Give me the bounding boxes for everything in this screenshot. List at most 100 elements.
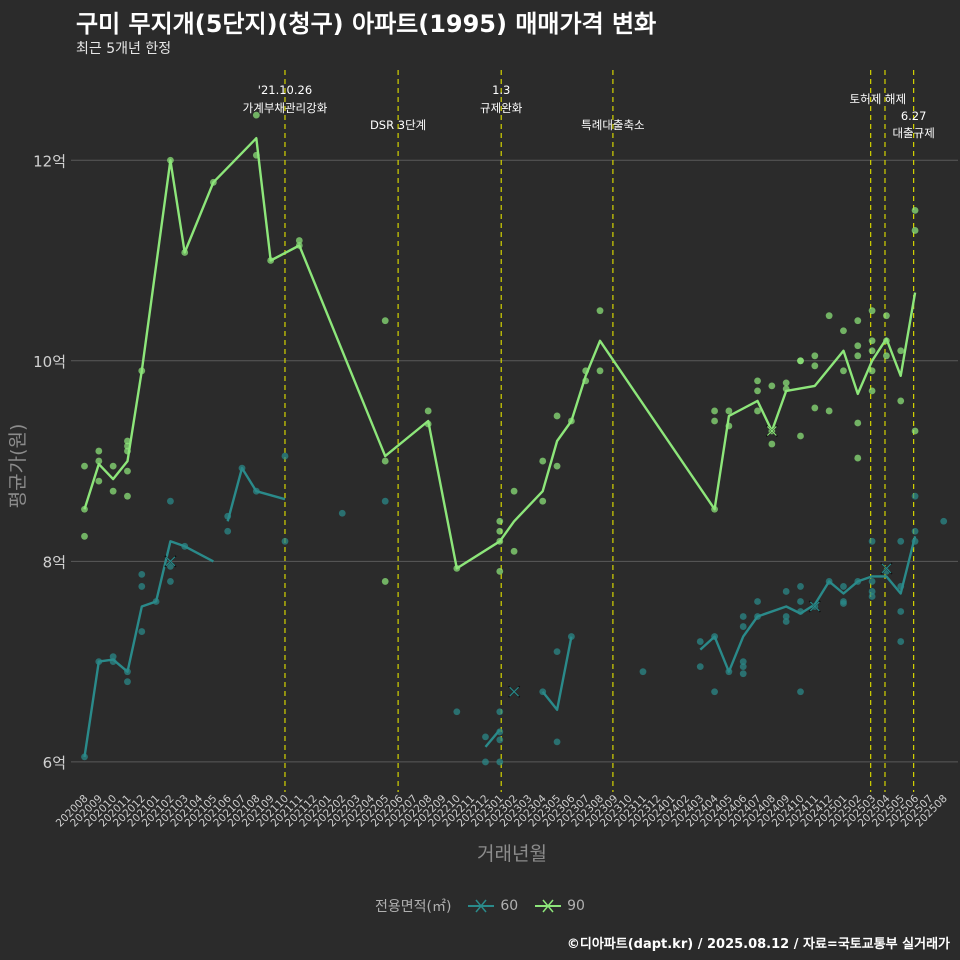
data-point (124, 678, 131, 686)
data-point (782, 379, 790, 387)
data-point (768, 382, 776, 390)
data-point (381, 578, 389, 585)
data-point (725, 407, 733, 415)
data-point (711, 417, 718, 425)
data-point (81, 532, 88, 540)
data-point (496, 527, 504, 535)
data-point (911, 427, 919, 435)
data-point (224, 527, 232, 535)
data-point (754, 377, 761, 385)
data-point (281, 537, 289, 545)
x-marker (809, 601, 820, 612)
data-point (854, 419, 862, 427)
data-point (825, 407, 833, 415)
data-point (811, 404, 819, 412)
data-point (510, 487, 518, 495)
data-point (782, 613, 790, 620)
data-point (868, 537, 876, 545)
data-point (754, 407, 761, 415)
data-point (897, 397, 905, 405)
data-point (854, 317, 862, 325)
legend-swatch-60-icon (467, 899, 494, 913)
data-point (897, 608, 905, 615)
data-point (868, 367, 876, 375)
data-point (95, 447, 103, 455)
event-label: 특례대출축소 (581, 118, 644, 132)
data-point (138, 583, 146, 590)
legend-item-60: 60 (466, 898, 518, 914)
data-point (381, 317, 389, 325)
data-point (897, 537, 905, 545)
series-line (484, 729, 501, 748)
data-point (797, 688, 804, 696)
event-label: 6.27 (901, 109, 927, 123)
data-point (252, 111, 260, 119)
data-point (482, 758, 489, 766)
chart-subtitle: 최근 5개년 한정 (76, 41, 172, 57)
data-point (553, 738, 561, 746)
data-point (496, 758, 504, 766)
y-tick-label: 12억 (33, 152, 66, 170)
data-point (124, 437, 131, 445)
data-point (811, 352, 819, 360)
data-point (768, 440, 776, 448)
event-label: DSR 3단계 (370, 118, 426, 132)
x-marker (766, 426, 777, 436)
data-point (739, 670, 747, 678)
data-point (868, 593, 876, 600)
data-point (338, 509, 346, 517)
data-point (167, 497, 174, 505)
grid-lines (71, 159, 958, 763)
chart-title: 구미 무지개(5단지)(청구) 아파트(1995) 매매가격 변화 (76, 10, 657, 38)
y-tick-label: 6억 (43, 754, 66, 772)
data-point (868, 307, 876, 315)
data-point (496, 708, 504, 716)
event-label: 토허제 해제 (850, 92, 907, 106)
data-point (138, 570, 146, 578)
data-point (567, 633, 575, 640)
data-point (81, 753, 88, 761)
data-point (782, 618, 790, 625)
data-point (596, 307, 604, 315)
series-lines (83, 137, 917, 758)
data-point (81, 462, 88, 470)
data-point (883, 312, 890, 320)
data-point (739, 623, 747, 630)
data-point (868, 347, 876, 355)
data-point (739, 658, 747, 666)
data-point (797, 357, 804, 365)
event-label: 대출규제 (892, 126, 934, 140)
series-line (226, 466, 286, 522)
x-tick-labels: 2020082020092020102020112020122021012021… (54, 792, 950, 829)
x-marker (165, 556, 176, 567)
data-point (868, 588, 876, 595)
data-point (711, 688, 718, 696)
data-point (840, 367, 847, 375)
x-axis-label: 거래년월 (477, 843, 547, 865)
highlight-markers (164, 424, 893, 698)
data-point (510, 547, 518, 555)
legend-title: 전용면적(㎡) (375, 899, 452, 915)
data-point (496, 517, 504, 525)
event-label: 1.3 (492, 83, 510, 97)
y-axis-label: 평균가(원) (7, 424, 29, 509)
data-point (95, 457, 103, 465)
data-point (825, 312, 833, 320)
data-point (911, 492, 919, 500)
data-point (854, 454, 862, 462)
scatter-points (81, 111, 948, 766)
data-point (854, 342, 862, 350)
data-point (897, 638, 905, 645)
data-point (381, 497, 389, 505)
data-point (167, 562, 174, 570)
series-line (83, 540, 214, 758)
y-tick-labels: 6억 8억 10억 12억 (33, 152, 66, 772)
data-point (109, 653, 117, 661)
data-point (539, 457, 547, 465)
data-point (496, 567, 504, 575)
data-point (553, 648, 561, 656)
data-point (868, 578, 876, 585)
data-point (868, 387, 876, 395)
data-point (840, 327, 847, 335)
